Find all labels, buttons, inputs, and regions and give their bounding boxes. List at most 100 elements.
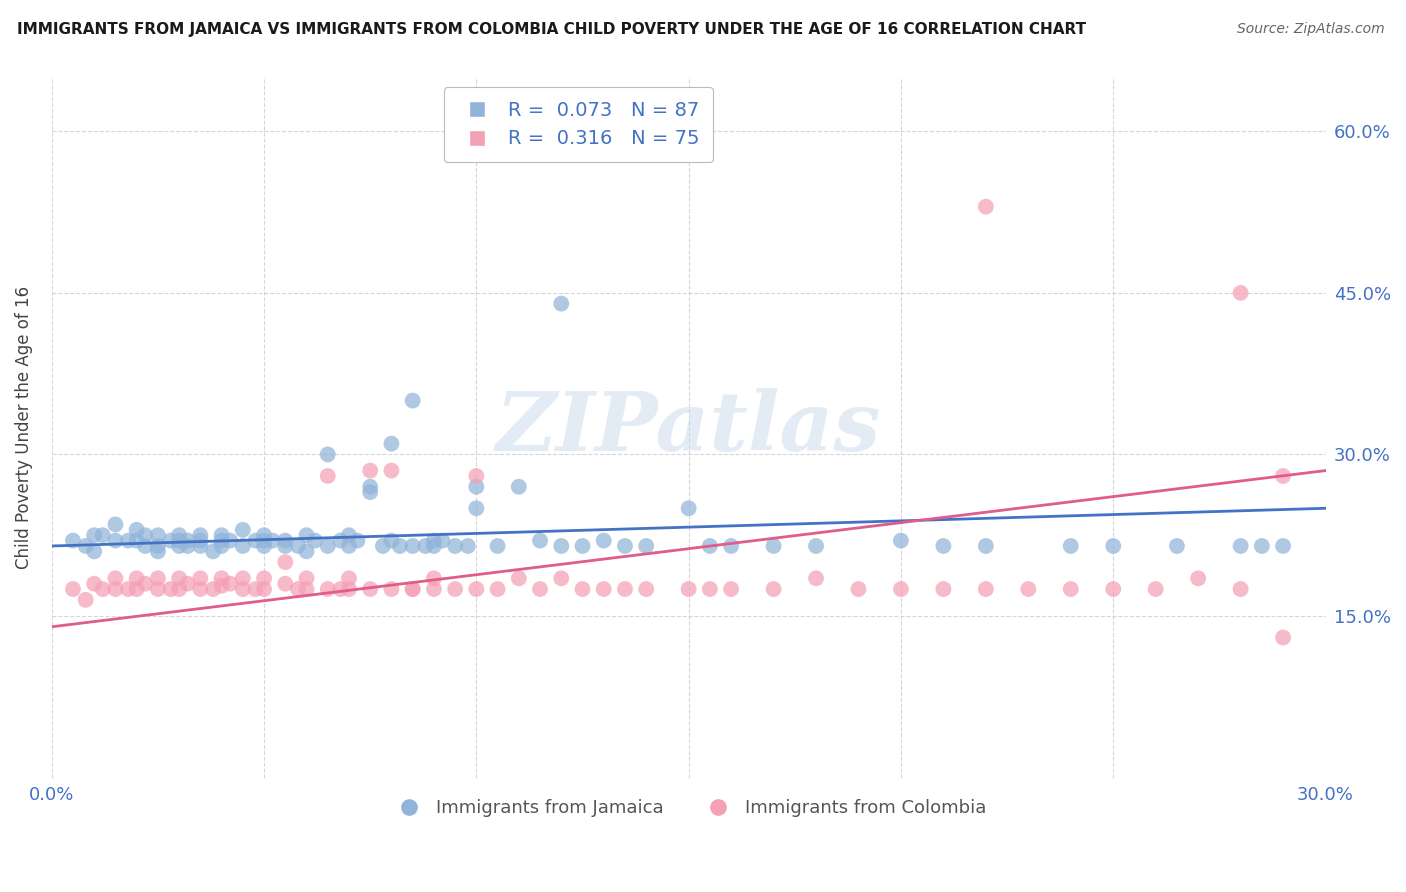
Point <box>678 501 700 516</box>
Point <box>190 528 212 542</box>
Point <box>146 528 169 542</box>
Point <box>457 539 479 553</box>
Point <box>202 544 225 558</box>
Point <box>125 533 148 548</box>
Point <box>636 582 658 596</box>
Point <box>762 539 785 553</box>
Point <box>465 582 488 596</box>
Point <box>253 539 276 553</box>
Point <box>550 539 572 553</box>
Legend: Immigrants from Jamaica, Immigrants from Colombia: Immigrants from Jamaica, Immigrants from… <box>384 792 994 824</box>
Point <box>202 582 225 596</box>
Point <box>550 571 572 585</box>
Point <box>592 582 614 596</box>
Point <box>190 571 212 585</box>
Point <box>287 539 309 553</box>
Point <box>804 539 827 553</box>
Point <box>465 469 488 483</box>
Point <box>304 533 326 548</box>
Point <box>529 533 551 548</box>
Point <box>316 469 339 483</box>
Text: ZIPatlas: ZIPatlas <box>496 387 882 467</box>
Point <box>1102 539 1125 553</box>
Point <box>167 533 190 548</box>
Point <box>423 533 446 548</box>
Point <box>295 582 318 596</box>
Point <box>337 571 360 585</box>
Point <box>134 576 156 591</box>
Point <box>432 533 454 548</box>
Point <box>167 571 190 585</box>
Point <box>848 582 870 596</box>
Point <box>1229 582 1251 596</box>
Point <box>232 539 254 553</box>
Point <box>104 533 127 548</box>
Point <box>1229 539 1251 553</box>
Point <box>253 528 276 542</box>
Point <box>508 480 530 494</box>
Point <box>401 539 423 553</box>
Point <box>444 539 467 553</box>
Point <box>337 528 360 542</box>
Point <box>380 464 402 478</box>
Point <box>125 571 148 585</box>
Point <box>262 533 284 548</box>
Point <box>232 582 254 596</box>
Point <box>211 533 233 548</box>
Point <box>329 582 352 596</box>
Point <box>1187 571 1209 585</box>
Point <box>380 436 402 450</box>
Point <box>890 533 912 548</box>
Point <box>62 582 84 596</box>
Point <box>337 582 360 596</box>
Point <box>720 539 742 553</box>
Point <box>167 582 190 596</box>
Point <box>329 533 352 548</box>
Point <box>211 579 233 593</box>
Point <box>104 517 127 532</box>
Point <box>486 582 509 596</box>
Point <box>167 528 190 542</box>
Point <box>529 582 551 596</box>
Point <box>190 533 212 548</box>
Text: IMMIGRANTS FROM JAMAICA VS IMMIGRANTS FROM COLOMBIA CHILD POVERTY UNDER THE AGE : IMMIGRANTS FROM JAMAICA VS IMMIGRANTS FR… <box>17 22 1085 37</box>
Point <box>465 501 488 516</box>
Point <box>176 533 198 548</box>
Point <box>134 539 156 553</box>
Point <box>699 539 721 553</box>
Point <box>465 480 488 494</box>
Point <box>274 533 297 548</box>
Point <box>423 582 446 596</box>
Point <box>932 539 955 553</box>
Point <box>486 539 509 553</box>
Point <box>371 539 394 553</box>
Point <box>571 582 593 596</box>
Point <box>974 582 997 596</box>
Point <box>117 582 139 596</box>
Point <box>1017 582 1039 596</box>
Point <box>211 571 233 585</box>
Point <box>295 544 318 558</box>
Point <box>762 582 785 596</box>
Point <box>134 528 156 542</box>
Point <box>176 539 198 553</box>
Point <box>176 576 198 591</box>
Point <box>75 592 97 607</box>
Point <box>932 582 955 596</box>
Point <box>274 576 297 591</box>
Point <box>550 296 572 310</box>
Point <box>316 539 339 553</box>
Point <box>1144 582 1167 596</box>
Point <box>146 544 169 558</box>
Point <box>1060 582 1083 596</box>
Point <box>359 485 381 500</box>
Point <box>346 533 368 548</box>
Point <box>359 464 381 478</box>
Point <box>401 582 423 596</box>
Point <box>1272 539 1295 553</box>
Point <box>699 582 721 596</box>
Point <box>1250 539 1272 553</box>
Point <box>125 582 148 596</box>
Text: Source: ZipAtlas.com: Source: ZipAtlas.com <box>1237 22 1385 37</box>
Point <box>636 539 658 553</box>
